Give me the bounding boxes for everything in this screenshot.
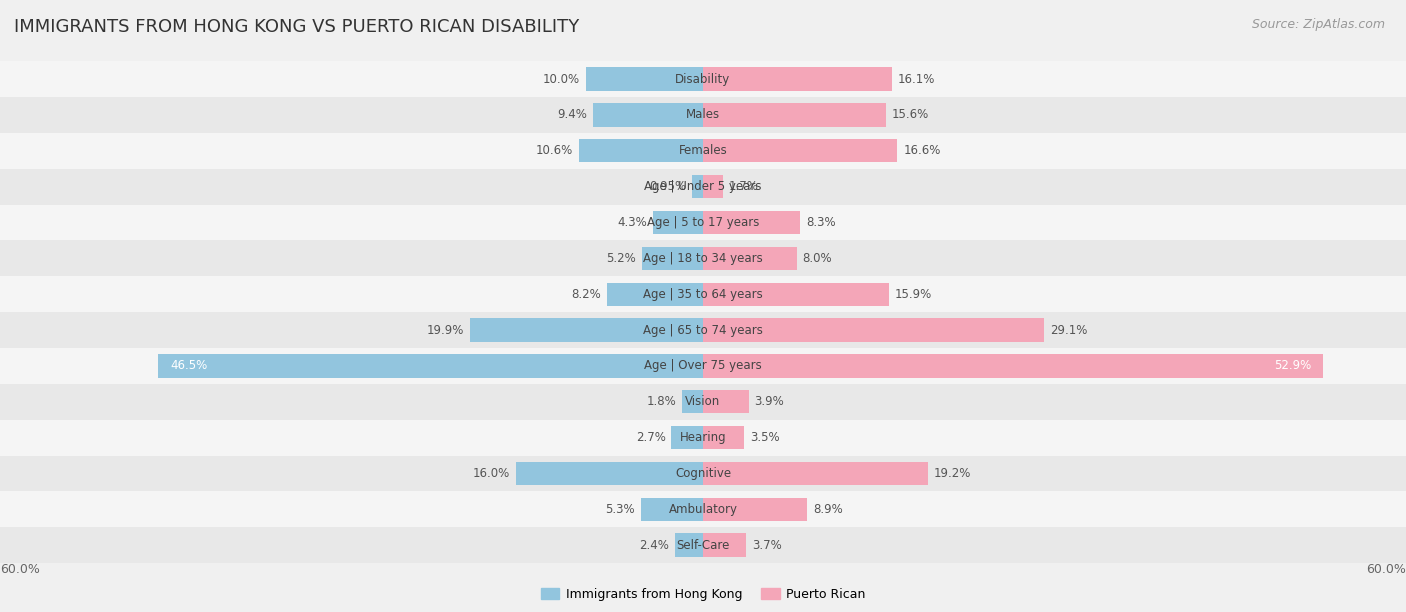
Text: Age | Under 5 years: Age | Under 5 years [644,180,762,193]
Text: 3.9%: 3.9% [755,395,785,408]
Bar [703,390,749,413]
Bar [703,318,1043,341]
Text: 9.4%: 9.4% [557,108,588,121]
Text: 10.0%: 10.0% [543,73,581,86]
Text: 8.2%: 8.2% [571,288,602,300]
Bar [703,426,744,449]
Bar [0,420,1406,455]
Text: 2.4%: 2.4% [640,539,669,551]
Text: 60.0%: 60.0% [1367,563,1406,576]
Bar [516,462,703,485]
Text: 19.2%: 19.2% [934,467,972,480]
Bar [692,175,703,198]
Text: Males: Males [686,108,720,121]
Bar [0,169,1406,204]
Bar [703,139,897,162]
Bar [703,462,928,485]
Text: 3.7%: 3.7% [752,539,782,551]
Text: 19.9%: 19.9% [426,324,464,337]
Bar [0,312,1406,348]
Bar [586,67,703,91]
Text: Self-Care: Self-Care [676,539,730,551]
Text: Vision: Vision [685,395,721,408]
Bar [579,139,703,162]
Bar [593,103,703,127]
Text: 8.9%: 8.9% [813,503,842,516]
Text: 16.0%: 16.0% [472,467,510,480]
Text: 15.9%: 15.9% [896,288,932,300]
Text: 8.3%: 8.3% [806,216,835,229]
Text: Females: Females [679,144,727,157]
Text: 0.95%: 0.95% [650,180,686,193]
Text: Ambulatory: Ambulatory [668,503,738,516]
Bar [703,283,890,306]
Text: 60.0%: 60.0% [0,563,39,576]
Text: 15.6%: 15.6% [891,108,929,121]
Bar [672,426,703,449]
Text: 1.8%: 1.8% [647,395,676,408]
Text: Hearing: Hearing [679,431,727,444]
Text: Age | 65 to 74 years: Age | 65 to 74 years [643,324,763,337]
Legend: Immigrants from Hong Kong, Puerto Rican: Immigrants from Hong Kong, Puerto Rican [536,583,870,606]
Bar [607,283,703,306]
Text: IMMIGRANTS FROM HONG KONG VS PUERTO RICAN DISABILITY: IMMIGRANTS FROM HONG KONG VS PUERTO RICA… [14,18,579,36]
Bar [675,534,703,557]
Text: 52.9%: 52.9% [1274,359,1312,372]
Bar [652,211,703,234]
Text: Age | 18 to 34 years: Age | 18 to 34 years [643,252,763,265]
Bar [703,175,723,198]
Text: Source: ZipAtlas.com: Source: ZipAtlas.com [1251,18,1385,31]
Text: 3.5%: 3.5% [749,431,779,444]
Text: 4.3%: 4.3% [617,216,647,229]
Bar [703,498,807,521]
Bar [703,103,886,127]
Bar [703,67,891,91]
Text: Cognitive: Cognitive [675,467,731,480]
Text: 1.7%: 1.7% [728,180,759,193]
Bar [703,247,797,270]
Bar [470,318,703,341]
Bar [0,348,1406,384]
Bar [703,211,800,234]
Text: Age | Over 75 years: Age | Over 75 years [644,359,762,372]
Bar [0,241,1406,276]
Text: 16.6%: 16.6% [904,144,941,157]
Bar [0,455,1406,491]
Bar [157,354,703,378]
Bar [0,133,1406,169]
Text: 5.2%: 5.2% [606,252,637,265]
Bar [0,97,1406,133]
Bar [682,390,703,413]
Text: 16.1%: 16.1% [897,73,935,86]
Bar [703,534,747,557]
Bar [0,61,1406,97]
Text: Disability: Disability [675,73,731,86]
Bar [643,247,703,270]
Bar [703,354,1323,378]
Bar [0,491,1406,527]
Text: 5.3%: 5.3% [606,503,636,516]
Text: 10.6%: 10.6% [536,144,574,157]
Text: 8.0%: 8.0% [803,252,832,265]
Bar [0,204,1406,241]
Text: 46.5%: 46.5% [170,359,207,372]
Text: 2.7%: 2.7% [636,431,665,444]
Bar [0,384,1406,420]
Text: 29.1%: 29.1% [1050,324,1087,337]
Text: Age | 35 to 64 years: Age | 35 to 64 years [643,288,763,300]
Text: Age | 5 to 17 years: Age | 5 to 17 years [647,216,759,229]
Bar [0,276,1406,312]
Bar [641,498,703,521]
Bar [0,527,1406,563]
